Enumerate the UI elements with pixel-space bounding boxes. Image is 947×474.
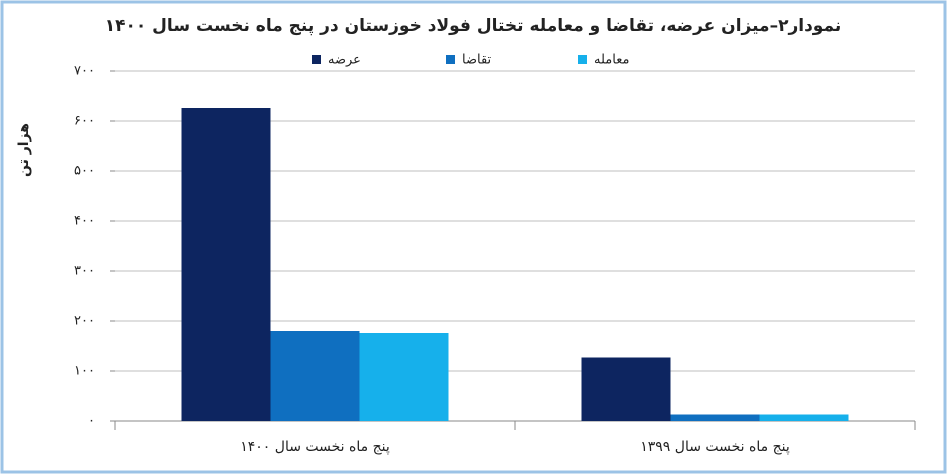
bar (359, 333, 449, 421)
y-tick-label: ۰ (88, 414, 95, 429)
bar (270, 331, 360, 421)
legend-label: عرضه (328, 53, 361, 68)
y-tick-label: ۵۰۰ (74, 164, 95, 179)
bar (581, 357, 671, 421)
y-tick-label: ۶۰۰ (74, 114, 95, 129)
x-tick-label: پنج ماه نخست سال ۱۳۹۹ (640, 439, 790, 455)
bar (759, 414, 849, 421)
chart-title: نمودار۲–میزان عرضه، تقاضا و معامله تختال… (105, 16, 842, 36)
y-tick-label: ۳۰۰ (74, 264, 95, 279)
x-tick-label: پنج ماه نخست سال ۱۴۰۰ (240, 439, 390, 455)
legend-swatch (312, 55, 321, 64)
y-tick-label: ۱۰۰ (74, 364, 95, 379)
y-tick-label: ۷۰۰ (74, 64, 95, 79)
y-axis-label: هزار تن (16, 123, 32, 177)
bar (181, 108, 271, 421)
legend-swatch (578, 55, 587, 64)
legend-label: تقاضا (462, 53, 492, 68)
legend-swatch (446, 55, 455, 64)
legend-label: معامله (594, 53, 629, 68)
y-tick-label: ۴۰۰ (74, 214, 95, 229)
y-tick-label: ۲۰۰ (74, 314, 95, 329)
bar (670, 414, 760, 421)
